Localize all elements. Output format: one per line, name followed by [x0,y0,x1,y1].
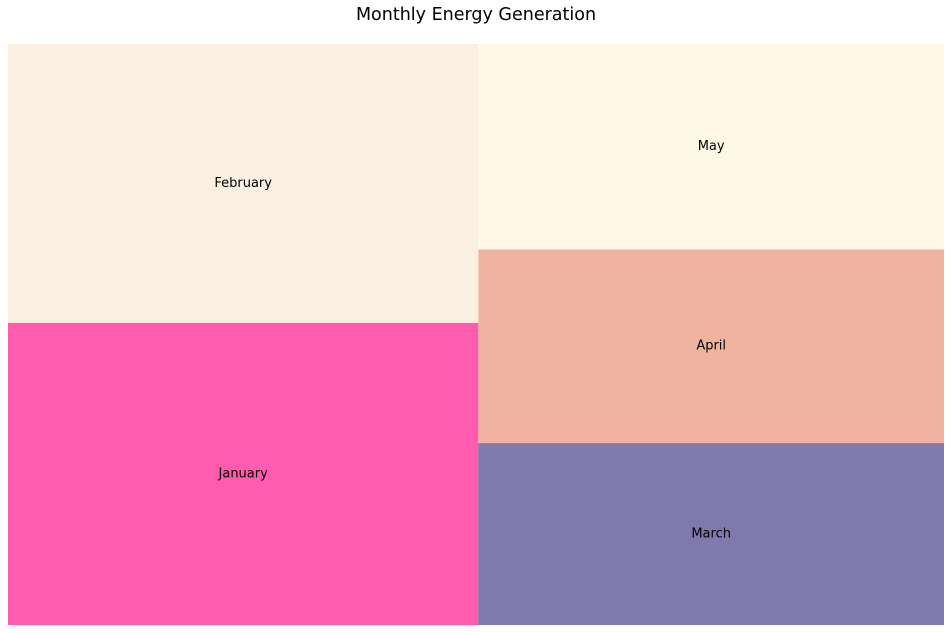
tile-april [478,249,944,444]
treemap-tiles: January February March April May [8,44,944,625]
tile-may [478,44,944,250]
tile-label-march: March [691,527,731,542]
tile-label-january: January [218,466,269,481]
tile-label-april: April [696,339,726,354]
tile-january [8,322,479,625]
tile-february [8,44,479,323]
tile-label-february: February [214,176,272,191]
chart-title: Monthly Energy Generation [355,5,597,25]
tile-march [478,443,944,625]
tile-label-may: May [698,139,725,154]
